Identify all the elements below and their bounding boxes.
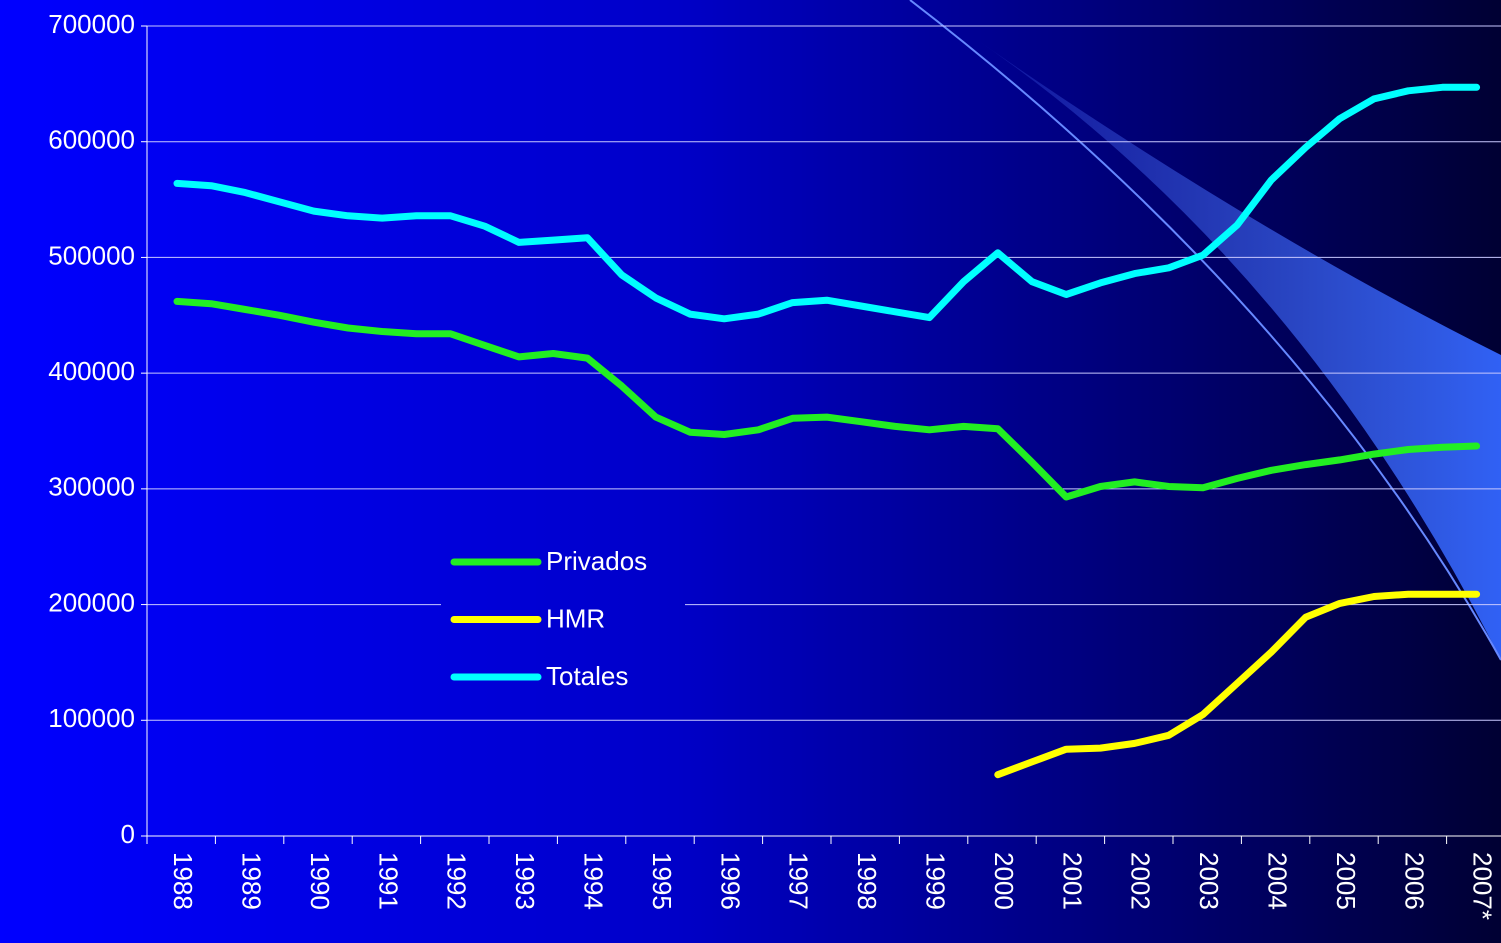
x-tick-label: 1995 xyxy=(647,852,677,910)
x-tick-label: 1993 xyxy=(510,852,540,910)
x-tick-label: 2000 xyxy=(989,852,1019,910)
x-tick-label: 2005 xyxy=(1331,852,1361,910)
x-tick-label: 1997 xyxy=(784,852,814,910)
y-tick-label: 300000 xyxy=(48,472,135,502)
y-tick-label: 100000 xyxy=(48,703,135,733)
x-tick-label: 2007* xyxy=(1468,852,1498,920)
series-line xyxy=(994,590,1481,779)
x-tick-label: 2003 xyxy=(1194,852,1224,910)
y-tick-label: 700000 xyxy=(48,9,135,39)
decoration-arc xyxy=(909,0,1501,661)
x-tick-label: 1992 xyxy=(442,852,472,910)
series-line xyxy=(173,83,1481,323)
x-tick-label: 1988 xyxy=(168,852,198,910)
x-tick-label: 2001 xyxy=(1057,852,1087,910)
x-tick-label: 1990 xyxy=(305,852,335,910)
x-tick-label: 1989 xyxy=(237,852,267,910)
series-line xyxy=(173,297,1481,501)
legend-label: Privados xyxy=(546,546,647,576)
x-tick-label: 2006 xyxy=(1399,852,1429,910)
y-tick-label: 200000 xyxy=(48,587,135,617)
decoration-wedge xyxy=(970,35,1501,660)
x-tick-label: 2004 xyxy=(1263,852,1293,910)
y-tick-label: 600000 xyxy=(48,125,135,155)
y-tick-label: 400000 xyxy=(48,356,135,386)
legend-label: Totales xyxy=(546,661,628,691)
x-tick-label: 2002 xyxy=(1126,852,1156,910)
x-tick-label: 1991 xyxy=(373,852,403,910)
x-tick-label: 1998 xyxy=(852,852,882,910)
x-tick-label: 1996 xyxy=(715,852,745,910)
y-tick-label: 0 xyxy=(121,819,135,849)
y-tick-label: 500000 xyxy=(48,240,135,270)
x-tick-label: 1999 xyxy=(921,852,951,910)
legend-label: HMR xyxy=(546,603,605,633)
x-tick-label: 1994 xyxy=(579,852,609,910)
